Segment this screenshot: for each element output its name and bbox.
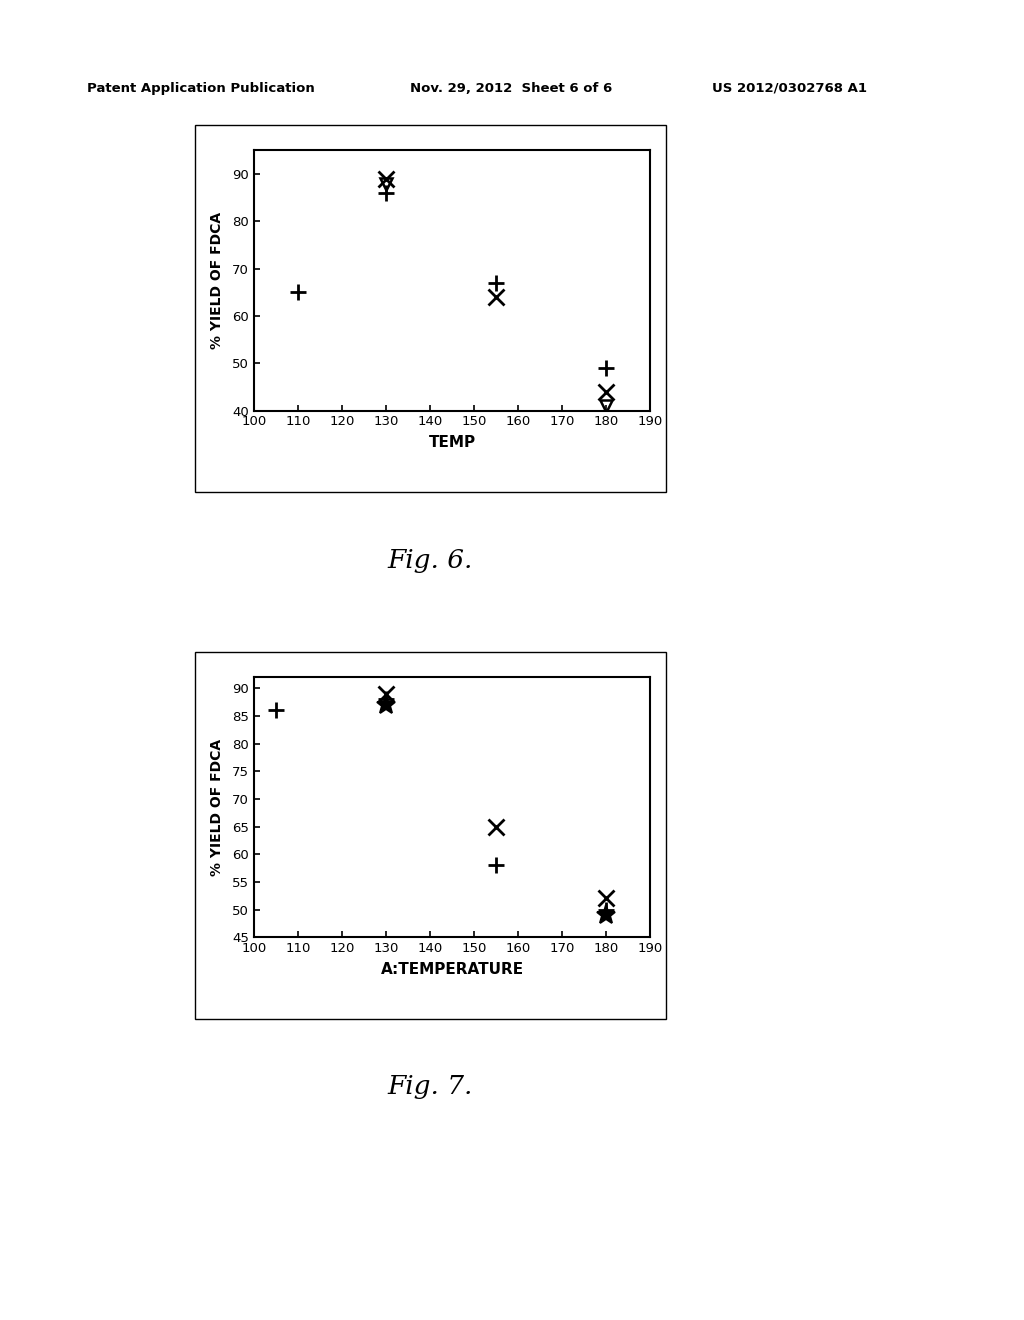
- X-axis label: A:TEMPERATURE: A:TEMPERATURE: [381, 962, 523, 977]
- Text: Fig. 7.: Fig. 7.: [387, 1074, 473, 1100]
- Y-axis label: % YIELD OF FDCA: % YIELD OF FDCA: [210, 213, 224, 348]
- Text: Patent Application Publication: Patent Application Publication: [87, 82, 314, 95]
- Text: Fig. 6.: Fig. 6.: [387, 548, 473, 573]
- Y-axis label: % YIELD OF FDCA: % YIELD OF FDCA: [210, 739, 224, 875]
- Text: Nov. 29, 2012  Sheet 6 of 6: Nov. 29, 2012 Sheet 6 of 6: [410, 82, 612, 95]
- X-axis label: TEMP: TEMP: [428, 436, 476, 450]
- Text: US 2012/0302768 A1: US 2012/0302768 A1: [712, 82, 866, 95]
